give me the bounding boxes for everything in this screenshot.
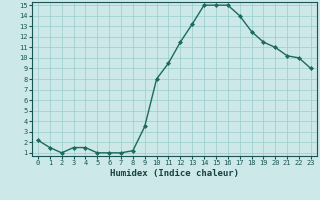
- X-axis label: Humidex (Indice chaleur): Humidex (Indice chaleur): [110, 169, 239, 178]
